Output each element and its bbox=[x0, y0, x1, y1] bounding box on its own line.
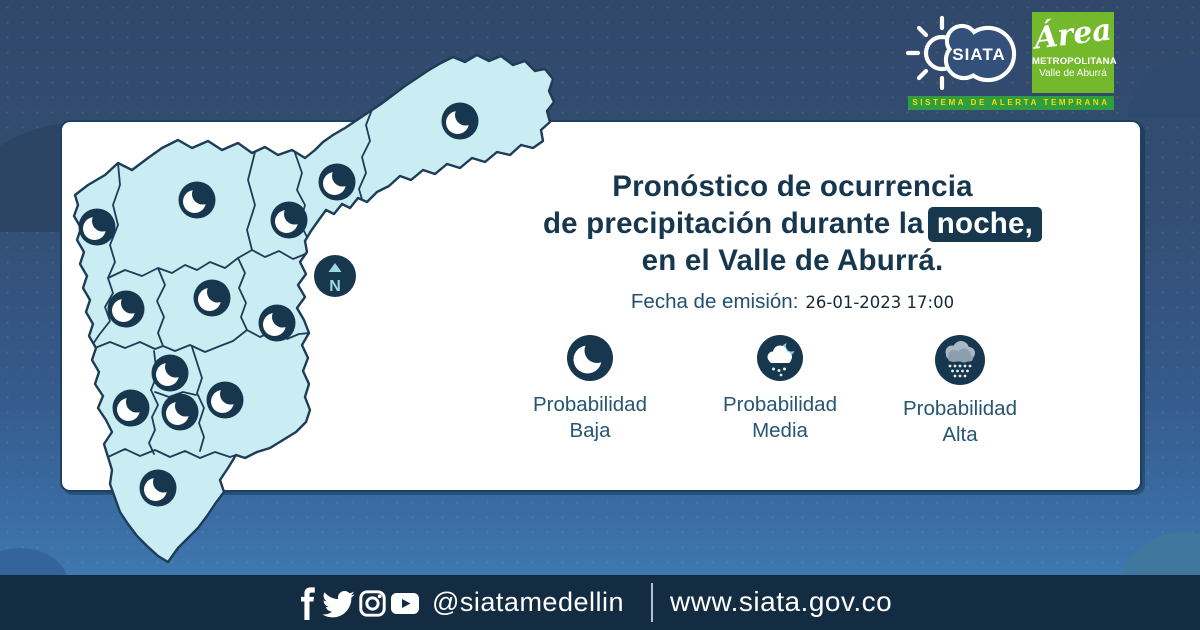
moon-marker bbox=[270, 201, 308, 239]
moon-marker bbox=[139, 469, 177, 507]
moon-marker bbox=[258, 304, 296, 342]
sun-icon bbox=[905, 15, 961, 91]
moon-marker bbox=[107, 290, 145, 328]
twitter-icon[interactable] bbox=[322, 591, 355, 618]
legend-label-line1: Probabilidad bbox=[533, 393, 647, 416]
moon-marker bbox=[178, 181, 216, 219]
alerta-temprana-bar: SISTEMA DE ALERTA TEMPRANA bbox=[908, 96, 1114, 110]
moon-marker bbox=[112, 389, 150, 427]
legend-label: Probabilidad Alta bbox=[865, 396, 1055, 448]
moon-marker bbox=[206, 381, 244, 419]
title-line-2-text: de precipitación durante la bbox=[542, 207, 924, 240]
legend-item-baja: Probabilidad Baja bbox=[495, 334, 685, 444]
youtube-icon[interactable] bbox=[391, 593, 419, 614]
north-arrow-icon: N bbox=[314, 255, 356, 297]
siata-logo-text: SIATA bbox=[952, 45, 1005, 64]
area-metropolitana-logo: Área METROPOLITANA Valle de Aburrá bbox=[1032, 12, 1117, 93]
moon-icon bbox=[567, 335, 613, 381]
instagram-icon[interactable] bbox=[359, 590, 386, 617]
website-link[interactable]: www.siata.gov.co bbox=[670, 586, 893, 617]
legend-label-line2: Baja bbox=[569, 419, 611, 442]
forecast-title: Pronóstico de ocurrencia de precipitació… bbox=[520, 168, 1065, 314]
facebook-icon[interactable] bbox=[300, 587, 317, 620]
background-cloud bbox=[1128, 58, 1200, 118]
moon-marker bbox=[441, 102, 479, 140]
legend-label-line2: Alta bbox=[942, 423, 978, 446]
moon-marker bbox=[318, 163, 356, 201]
title-line-1: Pronóstico de ocurrencia bbox=[612, 170, 973, 203]
area-logo-metropolitana: METROPOLITANA bbox=[1032, 56, 1117, 67]
cloud-outline-icon bbox=[943, 23, 1017, 83]
cloud-moon-drizzle-icon bbox=[757, 335, 803, 381]
valle-de-aburra-map: N bbox=[72, 53, 556, 564]
siata-logo: SIATA bbox=[905, 15, 1017, 91]
moon-marker bbox=[151, 354, 189, 392]
legend-item-alta: Probabilidad Alta bbox=[865, 334, 1055, 448]
footer-divider bbox=[651, 583, 653, 622]
title-highlight-noche: noche, bbox=[927, 207, 1043, 242]
area-logo-script: Área bbox=[1032, 12, 1114, 57]
legend-label-line2: Media bbox=[752, 419, 808, 442]
legend-label: Probabilidad Baja bbox=[495, 392, 685, 444]
municipality-borders bbox=[92, 106, 374, 459]
moon-marker bbox=[193, 279, 231, 317]
emission-label: Fecha de emisión: bbox=[630, 290, 799, 313]
emission-row: Fecha de emisión: 26-01-2023 17:00 bbox=[520, 290, 1065, 314]
title-line-3: en el Valle de Aburrá. bbox=[641, 244, 944, 277]
area-logo-valle: Valle de Aburrá bbox=[1039, 68, 1107, 79]
emission-datetime: 26-01-2023 17:00 bbox=[805, 293, 955, 312]
moon-marker bbox=[78, 208, 116, 246]
legend-label: Probabilidad Media bbox=[685, 392, 875, 444]
legend-item-media: Probabilidad Media bbox=[685, 334, 875, 444]
title-line-2: de precipitación durante la noche, bbox=[520, 205, 1065, 242]
moon-marker bbox=[161, 393, 199, 431]
north-label: N bbox=[329, 278, 341, 295]
cloud-heavy-rain-icon bbox=[935, 335, 985, 385]
legend-label-line1: Probabilidad bbox=[903, 397, 1017, 420]
footer-bar bbox=[0, 575, 1200, 630]
social-handle[interactable]: @siatamedellin bbox=[432, 587, 624, 617]
legend-label-line1: Probabilidad bbox=[723, 393, 837, 416]
